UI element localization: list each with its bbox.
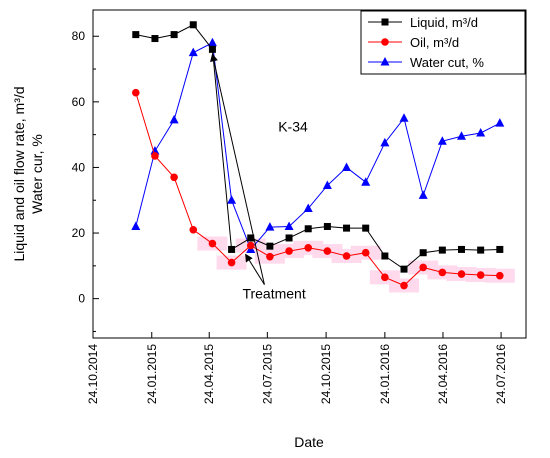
x-axis: 24.10.2014 24.01.2015 24.04.2015 24.07.2015… bbox=[86, 332, 508, 404]
legend: Liquid, m³/d Oil, m³/d Water cut, % bbox=[360, 10, 526, 75]
treatment-arrow bbox=[245, 253, 265, 285]
data-point bbox=[285, 234, 293, 242]
data-point bbox=[418, 190, 428, 199]
legend-marker bbox=[381, 18, 389, 26]
y-tick-label: 60 bbox=[72, 95, 86, 109]
data-point bbox=[342, 162, 352, 171]
series-line bbox=[135, 42, 501, 251]
data-point bbox=[304, 244, 313, 252]
data-point bbox=[342, 252, 351, 260]
data-point bbox=[266, 252, 274, 261]
plot-area-frame bbox=[92, 9, 527, 339]
data-point bbox=[362, 224, 370, 232]
y-tick-label: 80 bbox=[72, 29, 86, 43]
data-point bbox=[246, 241, 255, 250]
annotation-well-label: K-34 bbox=[278, 118, 308, 134]
x-tick-label: 24.04.2015 bbox=[202, 344, 216, 404]
data-point bbox=[132, 31, 140, 39]
data-point bbox=[400, 281, 408, 290]
data-point bbox=[476, 271, 485, 279]
data-point bbox=[496, 245, 504, 253]
data-point bbox=[150, 146, 160, 155]
data-point bbox=[380, 137, 390, 147]
data-point bbox=[189, 21, 197, 29]
data-point bbox=[400, 265, 408, 273]
y-axis: 0 20 40 60 80 bbox=[72, 29, 99, 332]
data-point bbox=[343, 224, 351, 232]
data-point bbox=[266, 242, 274, 250]
data-point bbox=[188, 47, 198, 57]
data-point bbox=[477, 246, 485, 254]
data-point bbox=[247, 234, 255, 242]
data-point bbox=[304, 225, 312, 233]
data-point bbox=[131, 221, 141, 230]
data-point bbox=[265, 222, 275, 231]
data-point bbox=[322, 180, 332, 189]
data-point bbox=[437, 136, 447, 145]
legend-label: Liquid, m³/d bbox=[410, 15, 478, 30]
data-point bbox=[227, 258, 236, 267]
x-axis-title: Date bbox=[294, 434, 324, 450]
data-point bbox=[399, 113, 409, 122]
treatment-arrow bbox=[210, 53, 265, 285]
x-tick-label: 24.10.2015 bbox=[319, 344, 333, 404]
data-point bbox=[151, 35, 159, 43]
legend-marker bbox=[381, 38, 389, 46]
data-point bbox=[189, 225, 198, 234]
data-point bbox=[323, 247, 332, 255]
data-point bbox=[284, 221, 294, 230]
data-point bbox=[170, 173, 178, 182]
data-point bbox=[303, 203, 313, 212]
x-tick-label: 24.01.2016 bbox=[378, 344, 392, 404]
x-tick-label: 24.01.2015 bbox=[145, 344, 159, 404]
data-point bbox=[208, 45, 216, 53]
data-point bbox=[419, 263, 427, 272]
y-axis-title-second-line: Water cur, % bbox=[29, 134, 45, 214]
x-tick-label: 24.07.2015 bbox=[260, 344, 274, 404]
data-point bbox=[419, 249, 427, 257]
y-tick-label: 40 bbox=[72, 160, 86, 174]
y-tick-label: 20 bbox=[72, 226, 86, 240]
data-point bbox=[438, 246, 446, 254]
data-point bbox=[457, 270, 466, 278]
y-tick-label: 0 bbox=[78, 292, 85, 306]
data-point bbox=[131, 88, 140, 97]
data-point bbox=[170, 31, 178, 39]
legend-label: Oil, m³/d bbox=[410, 35, 459, 50]
data-point bbox=[285, 247, 293, 255]
series-layer bbox=[131, 21, 505, 290]
data-point bbox=[381, 252, 389, 260]
data-point bbox=[361, 248, 370, 257]
x-tick-label: 24.04.2016 bbox=[436, 344, 450, 404]
data-point bbox=[151, 152, 159, 160]
data-point bbox=[208, 239, 217, 248]
oil-highlight-bands bbox=[197, 236, 515, 293]
x-tick-label: 24.10.2014 bbox=[86, 344, 100, 404]
x-tick-label: 24.07.2016 bbox=[494, 344, 508, 404]
data-point bbox=[495, 118, 505, 127]
y-axis-title: Liquid and oil flow rate, m³/d bbox=[11, 86, 27, 261]
data-point bbox=[456, 131, 466, 140]
data-point bbox=[457, 245, 465, 253]
legend-label: Water cut, % bbox=[410, 55, 484, 70]
data-point bbox=[207, 37, 217, 47]
legend-marker bbox=[380, 57, 390, 66]
annotation-treatment-label: Treatment bbox=[242, 286, 305, 302]
data-point bbox=[361, 177, 371, 186]
data-point bbox=[438, 268, 447, 277]
data-point bbox=[476, 128, 486, 137]
data-point bbox=[169, 114, 179, 124]
data-point bbox=[496, 271, 504, 280]
data-point bbox=[227, 195, 237, 204]
data-point bbox=[323, 222, 331, 230]
data-point bbox=[228, 245, 236, 253]
data-point bbox=[381, 273, 389, 282]
annotations: K-34 Treatment bbox=[210, 53, 308, 302]
